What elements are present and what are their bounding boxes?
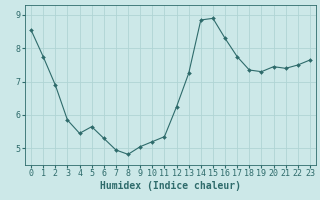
X-axis label: Humidex (Indice chaleur): Humidex (Indice chaleur) bbox=[100, 181, 241, 191]
